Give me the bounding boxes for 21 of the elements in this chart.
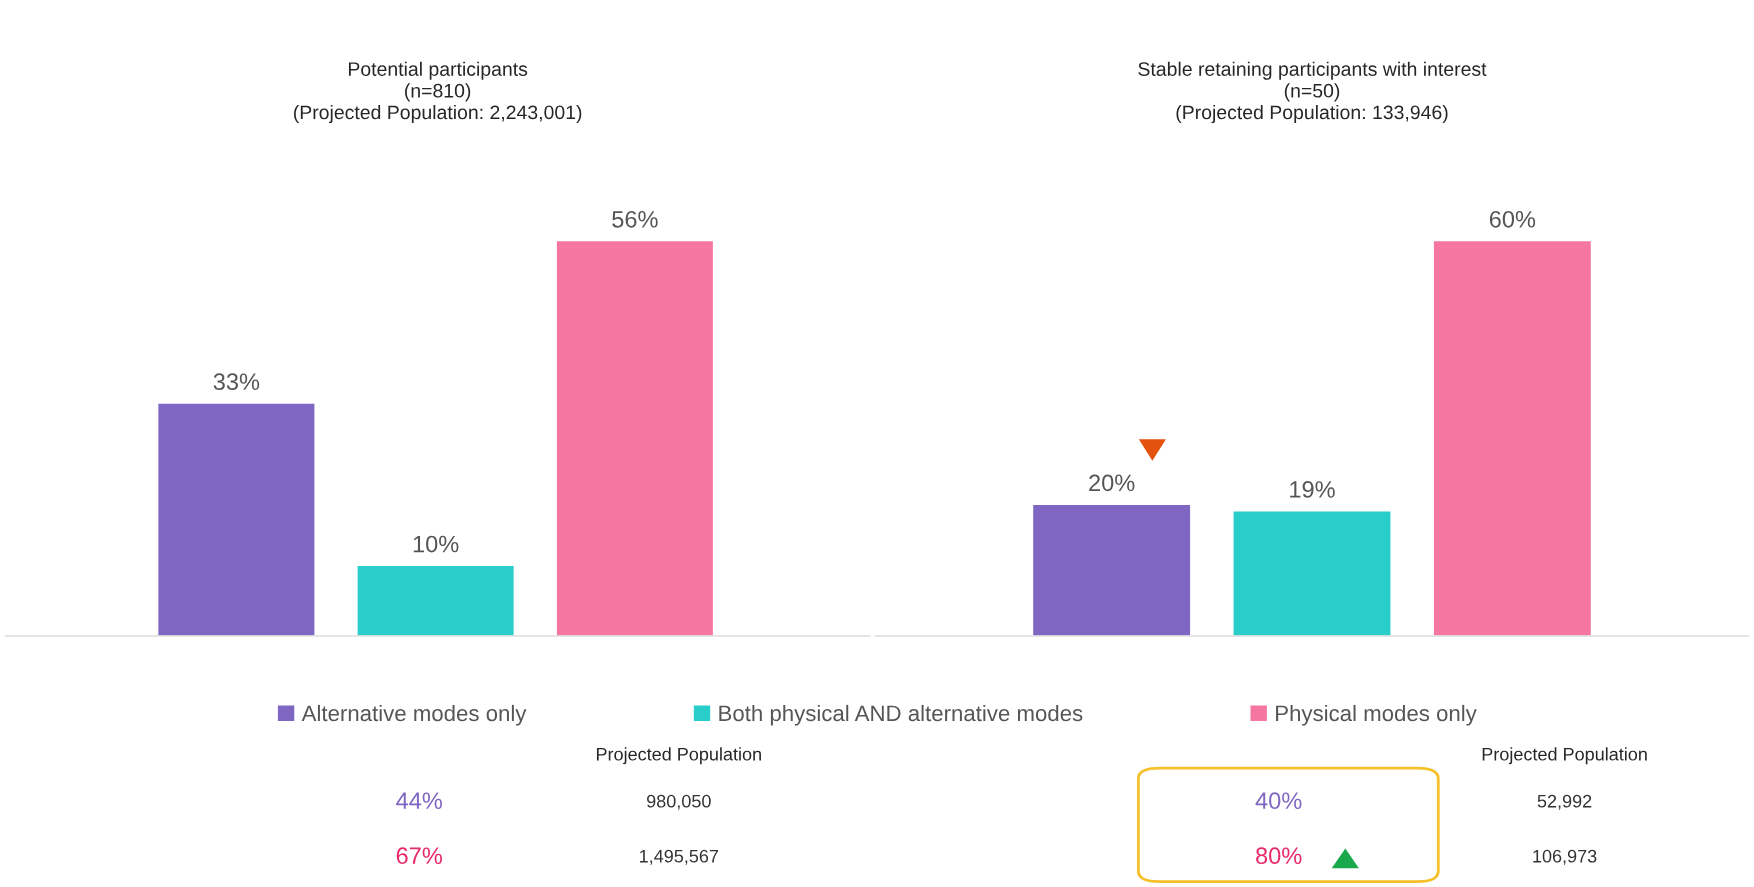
data-label: 19% bbox=[1290, 481, 1335, 498]
text: 80% bbox=[1256, 847, 1302, 865]
text: Projected Population bbox=[1482, 747, 1647, 765]
data-label: 33% bbox=[213, 373, 260, 391]
data-label: 60% bbox=[1489, 210, 1536, 228]
chart-title: Stable retaining participants with interest (n=50) (Projected Population: 133,946) bbox=[1138, 61, 1487, 124]
text: 40% bbox=[1255, 792, 1302, 810]
text: 980,050 bbox=[647, 794, 711, 810]
legend-label: Alternative modes only bbox=[301, 704, 527, 726]
text: 106,973 bbox=[1533, 849, 1597, 865]
text: 52,992 bbox=[1537, 794, 1592, 810]
text: Projected Population bbox=[596, 747, 761, 765]
text: 1,495,567 bbox=[640, 849, 719, 865]
legend-label: Both physical AND alternative modes bbox=[719, 704, 1083, 726]
text: 67% bbox=[396, 847, 442, 865]
chart-title: Potential participants (n=810) (Projected Population: 2,243,001) bbox=[293, 61, 582, 124]
data-label: 10% bbox=[413, 535, 459, 553]
data-label: 56% bbox=[612, 210, 658, 228]
data-label: 20% bbox=[1089, 474, 1135, 492]
text: 44% bbox=[396, 792, 442, 809]
legend-label: Physical modes only bbox=[1276, 704, 1477, 726]
